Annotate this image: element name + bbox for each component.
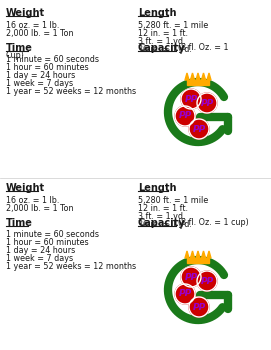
Circle shape: [197, 271, 217, 291]
Text: PP: PP: [192, 302, 206, 312]
Text: PP: PP: [200, 98, 214, 107]
Polygon shape: [207, 73, 211, 80]
Circle shape: [189, 119, 209, 139]
Text: 16 oz. = 1 lb.: 16 oz. = 1 lb.: [6, 21, 59, 30]
Text: 16 oz. = 1 lb.: 16 oz. = 1 lb.: [6, 196, 59, 205]
Polygon shape: [196, 251, 200, 258]
Text: 1 day = 24 hours: 1 day = 24 hours: [6, 246, 75, 255]
Text: PP: PP: [178, 112, 192, 120]
Text: PP: PP: [200, 276, 214, 286]
Text: 2,000 lb. = 1 Ton: 2,000 lb. = 1 Ton: [6, 204, 73, 213]
Text: 36 in. = 1 yd.: 36 in. = 1 yd.: [138, 45, 192, 54]
Circle shape: [175, 284, 195, 304]
Circle shape: [175, 106, 195, 126]
Text: 2,000 lb. = 1 Ton: 2,000 lb. = 1 Ton: [6, 29, 73, 38]
Polygon shape: [202, 73, 205, 80]
Polygon shape: [191, 73, 195, 80]
Text: 5,280 ft. = 1 mile: 5,280 ft. = 1 mile: [138, 196, 208, 205]
Polygon shape: [185, 73, 189, 80]
Text: 3 ft. = 1 yd.: 3 ft. = 1 yd.: [138, 212, 186, 221]
Polygon shape: [191, 251, 195, 258]
Text: PP: PP: [184, 273, 198, 281]
Polygon shape: [196, 73, 200, 80]
Text: Length: Length: [138, 8, 176, 18]
Text: Time: Time: [6, 218, 33, 228]
Circle shape: [181, 89, 201, 109]
Text: PP: PP: [192, 125, 206, 133]
Text: 1 minute = 60 seconds: 1 minute = 60 seconds: [6, 230, 99, 239]
Text: 1 year = 52 weeks = 12 months: 1 year = 52 weeks = 12 months: [6, 262, 136, 271]
Text: (8 fl. Oz. = 1 cup): (8 fl. Oz. = 1 cup): [178, 218, 249, 227]
Text: 1 week = 7 days: 1 week = 7 days: [6, 79, 73, 88]
Text: PP: PP: [184, 94, 198, 104]
Text: Time: Time: [6, 43, 33, 53]
Polygon shape: [202, 251, 205, 258]
Circle shape: [197, 93, 217, 113]
Text: (8 fl. Oz. = 1: (8 fl. Oz. = 1: [178, 43, 228, 52]
Text: Weight: Weight: [6, 8, 45, 18]
Text: 1 hour = 60 minutes: 1 hour = 60 minutes: [6, 238, 89, 247]
Polygon shape: [207, 251, 211, 258]
Text: Weight: Weight: [6, 183, 45, 193]
Text: 1 day = 24 hours: 1 day = 24 hours: [6, 71, 75, 80]
Text: Capacity: Capacity: [138, 43, 186, 53]
Text: 1 minute = 60 seconds: 1 minute = 60 seconds: [6, 55, 99, 64]
Circle shape: [189, 297, 209, 317]
Text: Capacity: Capacity: [138, 218, 186, 228]
Text: 12 in. = 1 ft.: 12 in. = 1 ft.: [138, 29, 188, 38]
Text: 1 hour = 60 minutes: 1 hour = 60 minutes: [6, 63, 89, 72]
Text: 12 in. = 1 ft.: 12 in. = 1 ft.: [138, 204, 188, 213]
Polygon shape: [187, 258, 209, 263]
Text: 1 week = 7 days: 1 week = 7 days: [6, 254, 73, 263]
Polygon shape: [187, 80, 209, 85]
Text: PP: PP: [178, 289, 192, 299]
Polygon shape: [185, 251, 189, 258]
Text: Cup): Cup): [6, 51, 25, 60]
Circle shape: [181, 267, 201, 287]
Text: 1 year = 52 weeks = 12 months: 1 year = 52 weeks = 12 months: [6, 87, 136, 96]
Text: 3 ft. = 1 yd.: 3 ft. = 1 yd.: [138, 37, 186, 46]
Text: 36 in. = 1 yd.: 36 in. = 1 yd.: [138, 220, 192, 229]
Text: 5,280 ft. = 1 mile: 5,280 ft. = 1 mile: [138, 21, 208, 30]
Text: Length: Length: [138, 183, 176, 193]
